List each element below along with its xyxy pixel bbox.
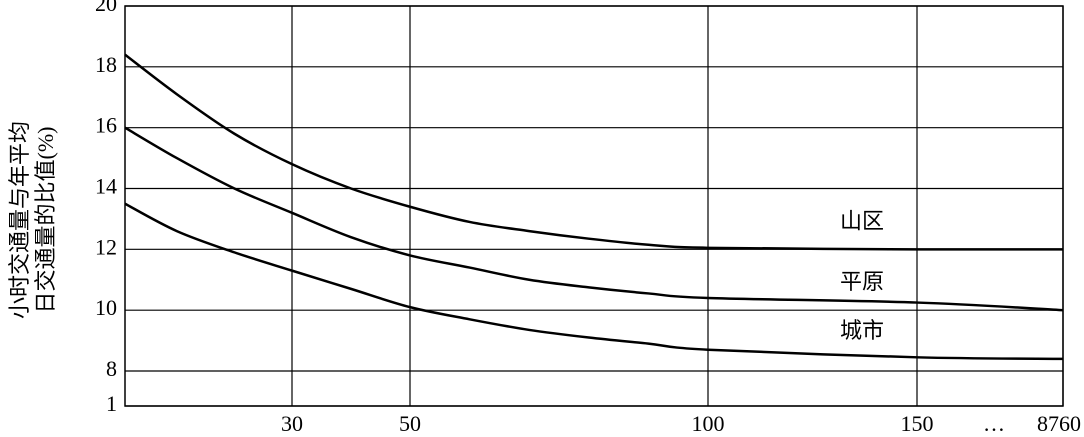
line: [124, 53, 1064, 251]
x-break-label: …: [983, 411, 1005, 436]
y-tick-label: 18: [95, 52, 117, 77]
series-label: 平原: [840, 269, 884, 294]
y-tick-label: 12: [95, 234, 117, 259]
y-tick-label: 10: [95, 295, 117, 320]
x-tick-label: 8760: [1037, 411, 1081, 436]
y-tick-label: 1: [106, 391, 117, 416]
line: [124, 202, 1064, 361]
plot-frame: [124, 5, 1064, 407]
y-tick-label: 20: [95, 0, 117, 16]
y-axis-title-line: 小时交通量与年平均: [7, 121, 32, 319]
y-axis-title: 小时交通量与年平均 日交通量的比值(%): [7, 121, 58, 319]
x-tick-label: 150: [901, 411, 934, 436]
series-label: 城市: [840, 318, 884, 343]
y-tick-label: 8: [106, 356, 117, 381]
y-tick-label: 14: [95, 174, 117, 199]
series-label: 山区: [840, 208, 884, 233]
y-axis-title-line: 日交通量的比值(%): [33, 127, 58, 314]
x-tick-label: 30: [281, 411, 303, 436]
line: [124, 126, 1064, 312]
x-tick-label: 100: [692, 411, 725, 436]
y-tick-label: 16: [95, 113, 117, 138]
x-tick-label: 50: [399, 411, 421, 436]
